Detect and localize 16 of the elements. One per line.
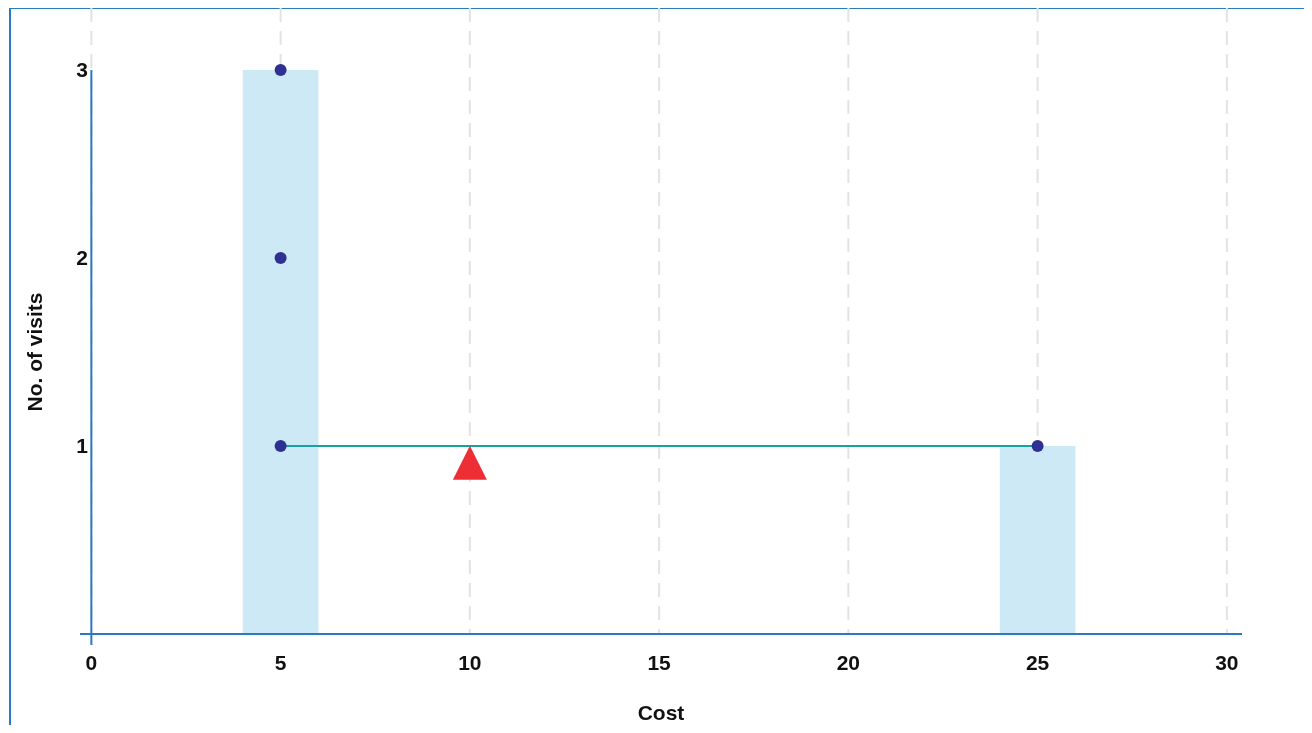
y-tick-label: 3 [76,58,88,82]
y-tick-label: 1 [76,434,89,458]
point [274,64,287,76]
y-tick-label: 2 [76,246,88,270]
y-axis-title: No. of visits [23,292,46,412]
point [1031,440,1044,452]
point [274,252,287,264]
x-tick-label: 30 [1215,651,1239,674]
point [274,440,287,452]
x-tick-label: 5 [274,651,287,674]
x-tick-label: 15 [647,651,672,674]
x-tick-label: 25 [1025,651,1050,674]
x-axis-title: Cost [637,701,685,724]
x-tick-label: 20 [836,651,861,674]
x-tick-label: 0 [85,651,98,674]
x-tick-label: 10 [458,651,482,674]
